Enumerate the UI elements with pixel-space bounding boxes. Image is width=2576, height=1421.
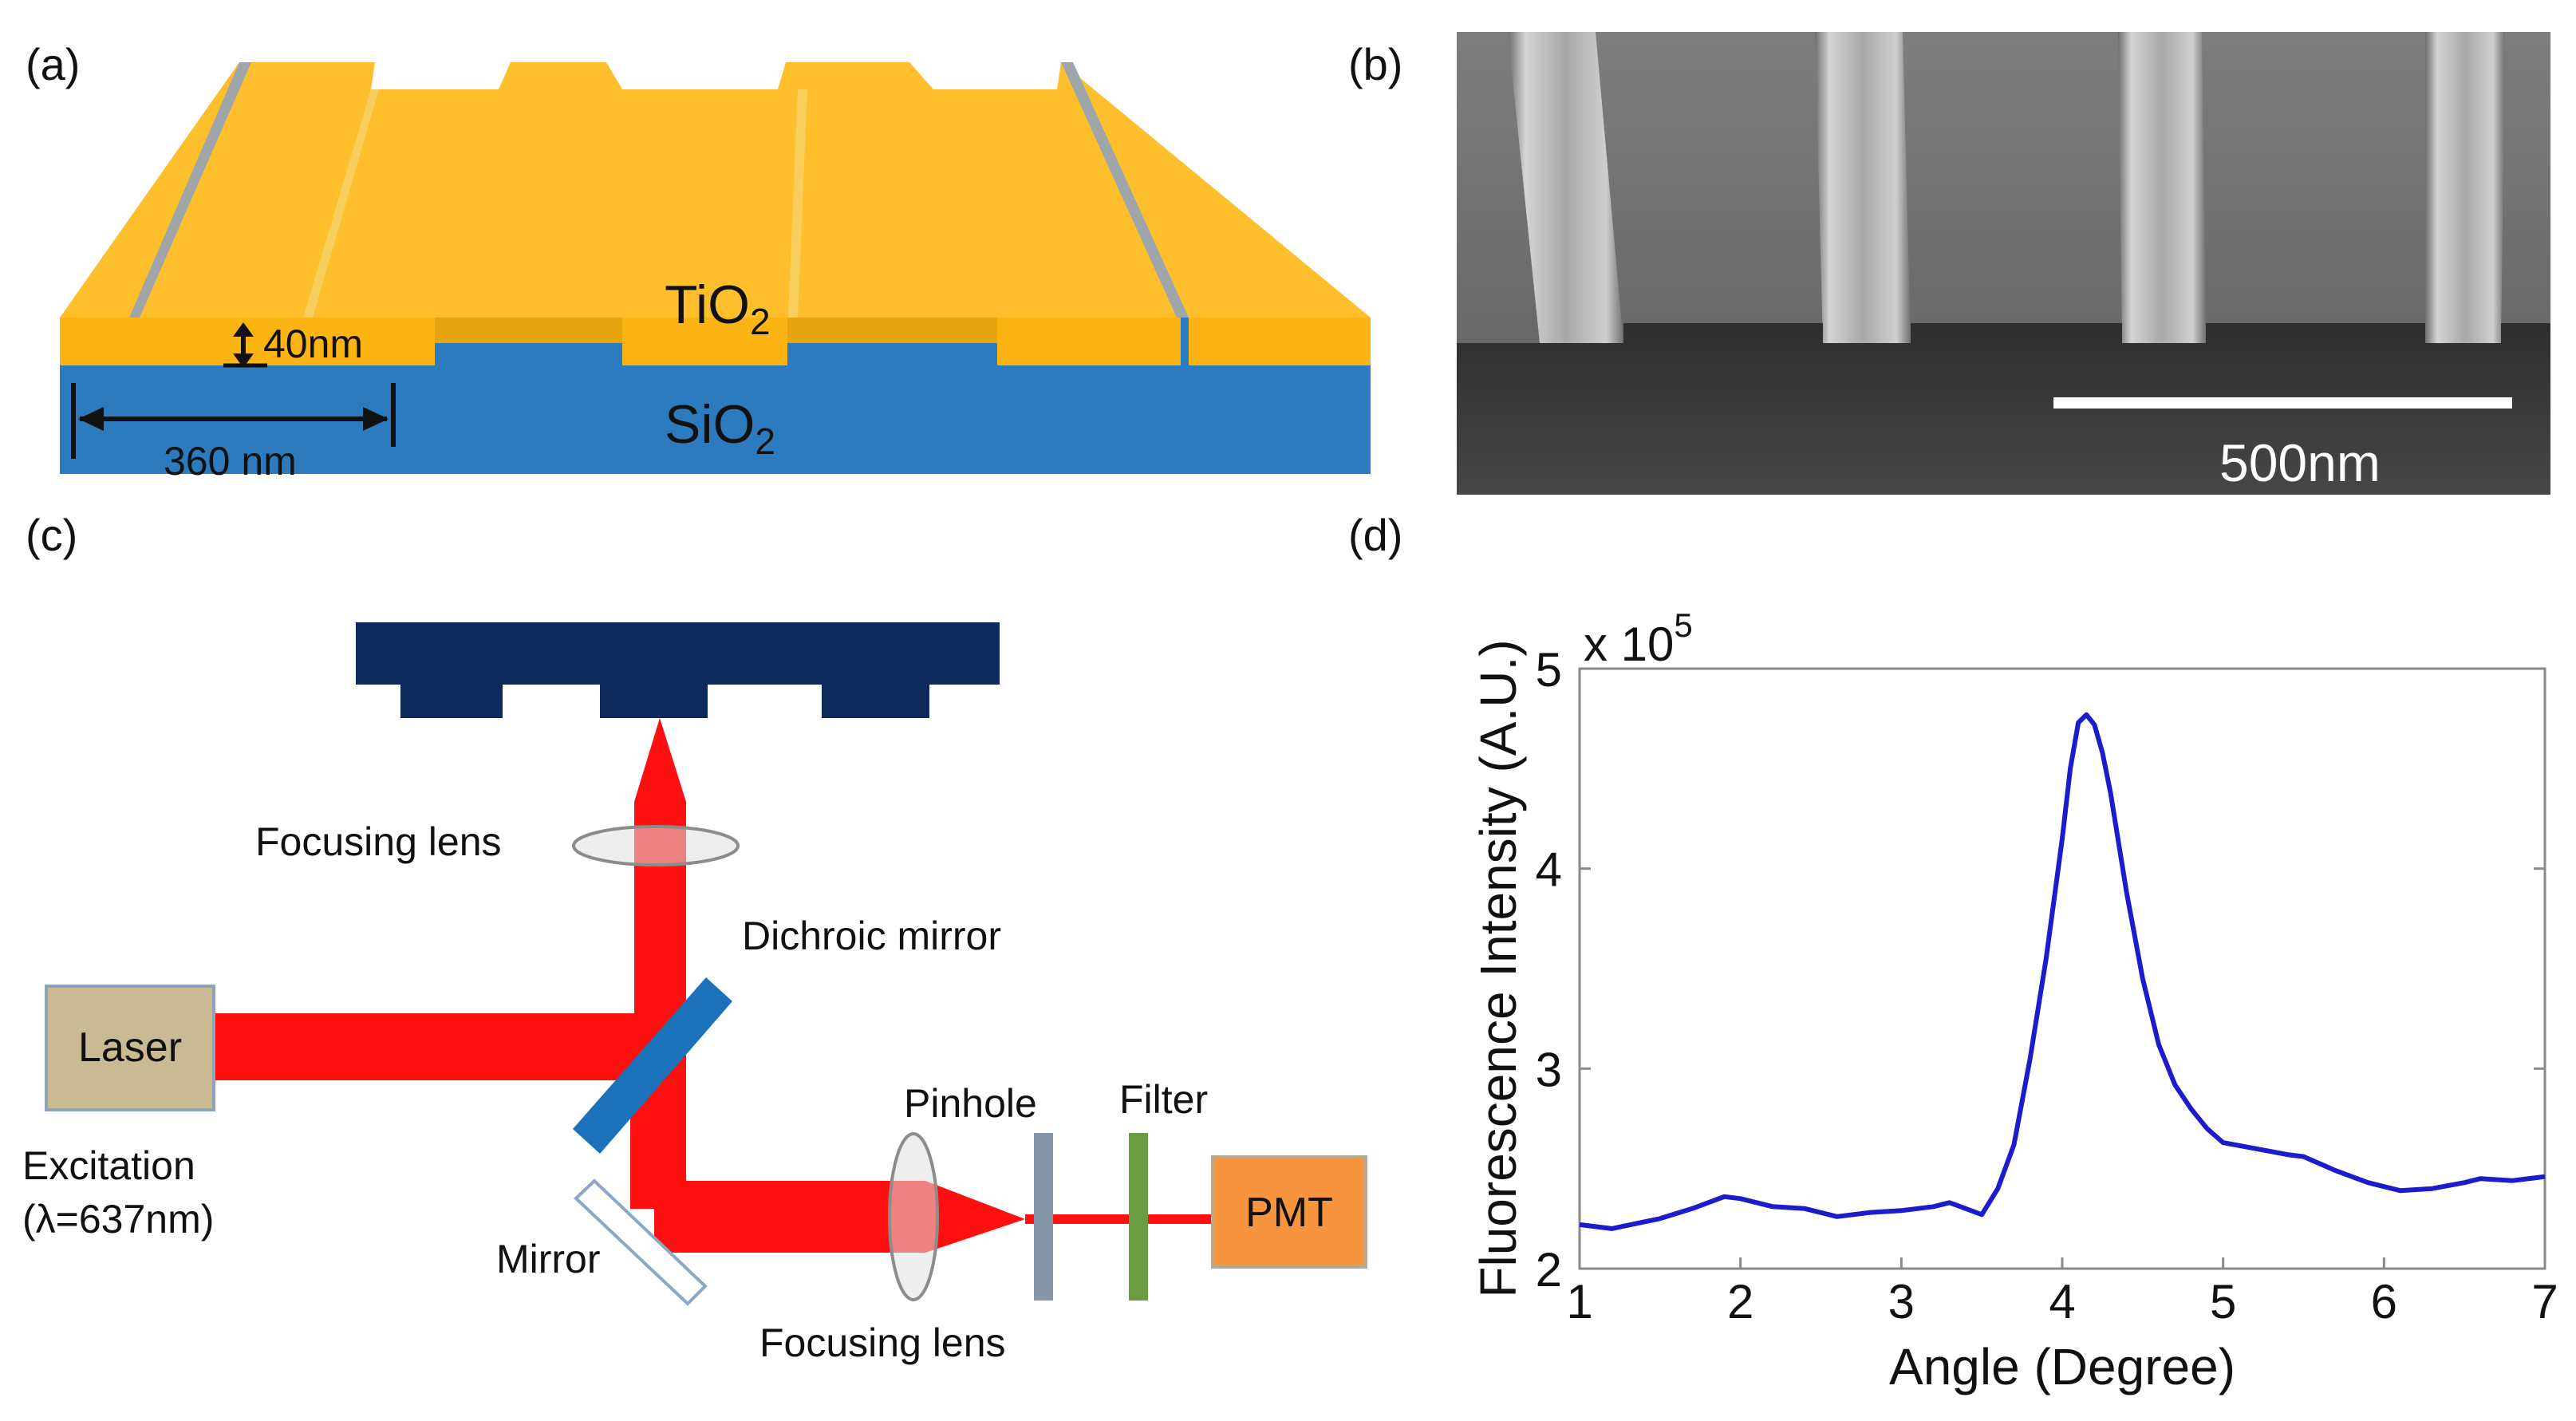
x-tick-label: 2 — [1727, 1275, 1753, 1328]
depth-label: 40nm — [263, 322, 363, 366]
dichroic-mirror-label: Dichroic mirror — [742, 914, 1001, 958]
x-tick-label: 6 — [2371, 1275, 2397, 1328]
laser-label: Laser — [78, 1024, 182, 1071]
grating-tooth — [400, 683, 503, 718]
ridge-side-facet — [1061, 62, 1189, 318]
beam-focus-top — [634, 718, 686, 802]
panel-a: (a) 40nm 360 nm TiO2 SiO — [26, 39, 1371, 484]
ridge-side-facet — [788, 89, 807, 318]
sem-ridge — [1508, 32, 1623, 343]
x-axis-label: Angle (Degree) — [1889, 1338, 2235, 1395]
fluorescence-line — [1579, 712, 2546, 1231]
beam-laser — [214, 1013, 686, 1080]
ridge-side-facet — [129, 62, 251, 318]
pinhole — [1034, 1133, 1053, 1301]
focusing-lens-bottom-label: Focusing lens — [759, 1320, 1006, 1365]
period-arrow-head — [363, 407, 389, 431]
y-tick-label: 5 — [1536, 643, 1562, 697]
groove-bottom — [435, 318, 622, 343]
sem-ridge — [2118, 32, 2206, 343]
x-tick-label: 7 — [2531, 1275, 2558, 1328]
y-tick-label: 2 — [1536, 1243, 1562, 1297]
mirror-label: Mirror — [496, 1237, 601, 1281]
grating-sample — [356, 622, 1000, 685]
panel-b: (b) 500nm — [1348, 32, 2550, 495]
grating-tooth — [822, 683, 929, 718]
beam-horizontal — [654, 1181, 1025, 1253]
scale-bar — [2053, 397, 2512, 409]
grating-tooth — [600, 683, 708, 718]
wavelength-label: (λ=637nm) — [22, 1197, 214, 1241]
y-exponent: x 105 — [1584, 606, 1693, 671]
x-tick-label: 3 — [1888, 1275, 1915, 1328]
sem-ridge — [1815, 32, 1911, 343]
y-tick-label: 3 — [1536, 1043, 1562, 1096]
period-arrow-head — [78, 407, 104, 431]
focusing-lens-top-label: Focusing lens — [255, 819, 502, 864]
dichroic-mirror — [573, 977, 732, 1154]
x-tick-label: 5 — [2210, 1275, 2236, 1328]
period-label: 360 nm — [164, 439, 297, 484]
panel-a-label: (a) — [26, 39, 80, 89]
y-tick-label: 4 — [1536, 843, 1562, 897]
panel-d-label: (d) — [1348, 510, 1402, 560]
x-tick-label: 1 — [1566, 1275, 1592, 1328]
panel-c: (c) Focusing lens Dichroic mirror Mirror… — [22, 510, 1367, 1365]
focusing-lens-top — [572, 825, 740, 866]
laser-box — [45, 985, 215, 1111]
x-tick-label: 4 — [2049, 1275, 2075, 1328]
tio2-label: TiO2 — [665, 274, 771, 342]
groove-bottom — [787, 318, 997, 343]
y-axis-label: Fluorescence Intensity (A.U.) — [1469, 639, 1527, 1297]
excitation-label: Excitation — [22, 1143, 195, 1188]
focusing-lens-bottom — [888, 1132, 939, 1301]
tio2-ridge-front — [997, 318, 1181, 365]
beam-thin — [1025, 1214, 1217, 1224]
depth-arrow-head — [233, 353, 254, 368]
pmt-label: PMT — [1245, 1190, 1333, 1236]
scale-bar-label: 500nm — [2219, 433, 2381, 492]
sem-ridge — [2425, 32, 2505, 343]
sem-substrate — [1457, 323, 2550, 495]
panel-b-label: (b) — [1348, 39, 1402, 89]
filter — [1129, 1133, 1148, 1301]
sio2-label: SiO2 — [665, 394, 775, 462]
mirror — [574, 1178, 708, 1306]
pmt-box — [1211, 1155, 1367, 1269]
tio2-ridge-front — [1189, 318, 1371, 365]
tio2-ridge-front — [622, 318, 787, 365]
panel-c-label: (c) — [26, 510, 77, 560]
pinhole-label: Pinhole — [904, 1081, 1037, 1126]
depth-arrow-head — [233, 322, 254, 337]
grating-top-surface — [60, 62, 1371, 318]
plot-area — [1578, 667, 2546, 1270]
ridge-side-facet — [303, 89, 379, 318]
filter-label: Filter — [1119, 1077, 1208, 1122]
